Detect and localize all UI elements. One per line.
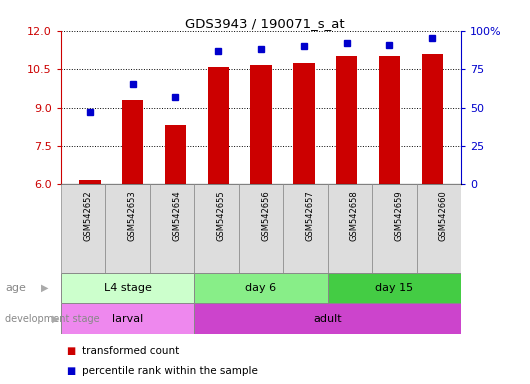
Bar [336, 56, 357, 184]
Text: GDS3943 / 190071_s_at: GDS3943 / 190071_s_at [185, 17, 345, 30]
Text: GSM542656: GSM542656 [261, 190, 270, 241]
Bar [105, 184, 150, 273]
Bar [79, 180, 101, 184]
Text: percentile rank within the sample: percentile rank within the sample [82, 366, 258, 376]
Text: GSM542653: GSM542653 [128, 190, 137, 241]
Bar [61, 273, 195, 303]
Text: larval: larval [112, 314, 143, 324]
Bar [239, 184, 283, 273]
Bar [122, 100, 143, 184]
Text: GSM542655: GSM542655 [217, 190, 226, 241]
Bar [61, 303, 195, 334]
Bar [293, 63, 314, 184]
Text: GSM542660: GSM542660 [439, 190, 448, 241]
Bar [250, 65, 272, 184]
Text: ■: ■ [66, 366, 75, 376]
Bar [328, 184, 372, 273]
Text: adult: adult [313, 314, 342, 324]
Bar [195, 273, 328, 303]
Text: transformed count: transformed count [82, 346, 179, 356]
Text: ▶: ▶ [52, 314, 59, 324]
Text: L4 stage: L4 stage [104, 283, 152, 293]
Bar [165, 126, 186, 184]
Text: day 15: day 15 [375, 283, 413, 293]
Bar [379, 56, 400, 184]
Text: ▶: ▶ [41, 283, 49, 293]
Bar [195, 303, 461, 334]
Text: GSM542657: GSM542657 [305, 190, 314, 241]
Bar [328, 273, 461, 303]
Bar [372, 184, 417, 273]
Text: development stage: development stage [5, 314, 100, 324]
Text: ■: ■ [66, 346, 75, 356]
Text: GSM542658: GSM542658 [350, 190, 359, 241]
Bar [421, 54, 443, 184]
Bar [417, 184, 461, 273]
Bar [61, 184, 105, 273]
Text: GSM542659: GSM542659 [394, 190, 403, 241]
Text: GSM542652: GSM542652 [83, 190, 92, 241]
Text: GSM542654: GSM542654 [172, 190, 181, 241]
Bar [195, 184, 239, 273]
Bar [208, 66, 229, 184]
Bar [283, 184, 328, 273]
Bar [150, 184, 195, 273]
Text: age: age [5, 283, 26, 293]
Text: day 6: day 6 [245, 283, 277, 293]
